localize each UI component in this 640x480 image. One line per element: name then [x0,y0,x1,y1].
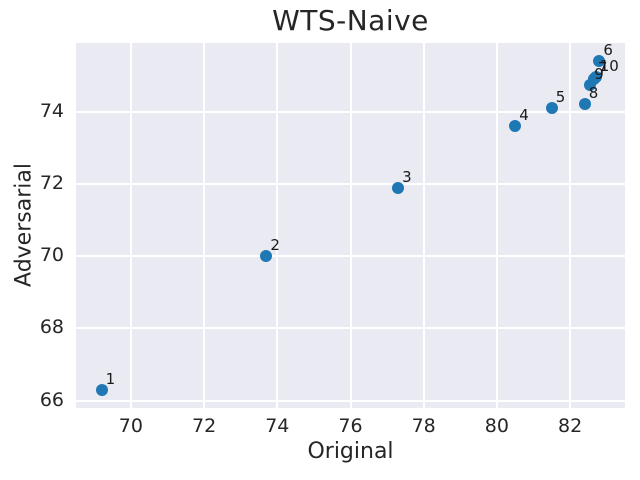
y-tick-label: 66 [39,388,64,411]
data-point-label: 8 [588,84,599,103]
data-point-label: 1 [105,369,116,388]
x-gridline [129,43,132,408]
data-point-label: 2 [270,236,280,255]
y-gridline [76,110,625,113]
y-tick-label: 74 [39,99,64,122]
data-point [95,383,108,396]
y-gridline [76,182,625,185]
data-point-label: 4 [519,106,529,125]
data-point-label: 7 [597,59,608,78]
y-tick-label: 68 [39,316,64,339]
x-gridline [203,43,206,408]
x-tick-label: 82 [558,415,583,437]
x-gridline [422,43,425,408]
data-point [509,120,522,133]
data-point-label: 3 [402,167,412,186]
data-point [593,55,606,68]
y-tick-label: 72 [39,171,64,194]
x-tick-label: 80 [484,415,509,437]
data-point [589,71,602,84]
x-tick-label: 74 [265,415,290,437]
x-tick-label: 76 [338,415,363,437]
data-point [392,181,405,194]
x-tick-label: 72 [192,415,217,437]
x-gridline [276,43,279,408]
x-axis-label: Original [307,439,394,464]
data-point [578,98,591,111]
x-gridline [569,43,572,408]
x-gridline [349,43,352,408]
plot-area: 1 2 3 4 5 6 7 8 9 10 [76,43,625,408]
x-tick-label: 70 [118,415,143,437]
y-tick-label: 70 [39,244,64,267]
chart-title: WTS-Naive [272,4,429,37]
data-point-label: 5 [555,88,566,107]
y-gridline [76,327,625,330]
x-gridline [495,43,498,408]
y-gridline [76,255,625,258]
y-gridline [76,399,625,402]
data-point-label: 9 [594,64,604,83]
data-point-label: 10 [599,57,619,76]
data-point-label: 6 [603,41,613,60]
data-point [260,250,273,263]
data-point [545,102,558,115]
x-tick-label: 78 [411,415,436,437]
